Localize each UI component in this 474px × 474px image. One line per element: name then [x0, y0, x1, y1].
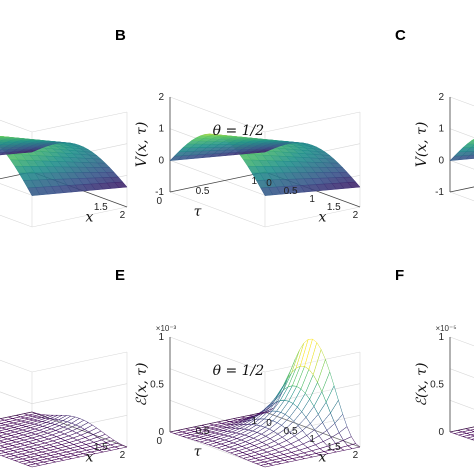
x-tick-label: 1: [309, 434, 315, 445]
grid-line: [169, 96, 361, 133]
panel-a: 1.5 2 x: [0, 111, 128, 228]
x-tick-label: 2: [120, 210, 126, 221]
z-tick-label: 1: [438, 124, 444, 135]
surface: [0, 411, 128, 468]
tau-tick-label: 0: [156, 196, 162, 207]
tau-tick-label: 1: [251, 176, 257, 187]
x-tick-label: 0.5: [284, 186, 298, 197]
surface-facet: [113, 444, 128, 449]
x-tick-label: 1.5: [327, 202, 341, 213]
surface: [169, 133, 361, 196]
tau-tick-label: 0.5: [196, 426, 210, 437]
grid-line: [0, 206, 128, 228]
grid-line: [449, 191, 474, 202]
panel-letter: F: [395, 267, 404, 284]
x-tick-label: 0.5: [284, 426, 298, 437]
panel-letter: E: [115, 267, 125, 284]
x-axis-label: x: [86, 450, 94, 466]
x-tick-label: 1.5: [94, 442, 108, 453]
x-tick-label: 0: [266, 418, 272, 429]
x-tick-label: 1: [309, 194, 315, 205]
z-tick-label: -1: [435, 187, 444, 198]
grid-line: [449, 336, 474, 347]
tau-axis-label: τ: [194, 444, 202, 460]
surface-facet: [347, 181, 361, 189]
surface-facet: [469, 151, 474, 156]
panel-f: 0 0.5 1 ℰ(x, τ) ×10⁻⁵ F: [395, 267, 474, 442]
tau-axis: [449, 186, 474, 193]
z-axis-label: V(x, τ): [414, 122, 430, 168]
grid-line: [169, 191, 361, 228]
z-tick-label: 0: [438, 427, 444, 438]
z-axis-label: ℰ(x, τ): [134, 363, 150, 407]
grid-lines: [449, 96, 474, 202]
panel-d: 1.5 2 x: [0, 351, 128, 468]
grid-line: [0, 111, 128, 133]
surface: [169, 338, 361, 468]
z-tick-label: 0: [438, 155, 444, 166]
grid-line: [449, 368, 474, 378]
z-tick-label: 0: [158, 427, 164, 438]
tau-axis: [0, 171, 33, 180]
grid-line: [0, 351, 128, 373]
theta-label: θ = 1/2: [213, 363, 265, 379]
grid-line: [169, 336, 361, 373]
z-tick-label: 0: [158, 155, 164, 166]
panel-letter: C: [395, 27, 406, 44]
surface-facet: [114, 181, 128, 189]
z-tick-label: 2: [158, 92, 164, 103]
surface: [449, 426, 474, 441]
surface: [449, 138, 474, 161]
theta-label: θ = 1/2: [213, 123, 265, 139]
panel-letter: B: [115, 27, 126, 44]
x-axis-label: x: [86, 210, 94, 226]
z-tick-label: 0.5: [150, 380, 164, 391]
grid-line: [449, 160, 474, 170]
x-tick-label: 2: [353, 210, 359, 221]
surface-facet: [347, 443, 361, 449]
surface-facet: [470, 138, 474, 141]
grid-line: [449, 96, 474, 107]
surface-facet: [470, 438, 474, 441]
x-tick-label: 2: [120, 450, 126, 461]
panel-c: -1 0 1 2 V(x, τ) C: [395, 27, 474, 202]
x-axis-label: x: [319, 210, 327, 226]
z-tick-label: 1: [158, 332, 164, 343]
tau-axis: [169, 171, 266, 193]
z-tick-label: 0.5: [430, 380, 444, 391]
grid-line: [169, 368, 361, 404]
axes: [449, 97, 474, 193]
tau-tick-label: 0: [156, 436, 162, 447]
x-axis-label: x: [319, 450, 327, 466]
x-tick-label: 0: [266, 178, 272, 189]
grid-lines: [449, 336, 474, 442]
tau-axis-label: τ: [194, 204, 202, 220]
x-tick-label: 1.5: [327, 442, 341, 453]
x-tick-label: 2: [353, 450, 359, 461]
surface: [0, 136, 128, 196]
tau-tick-label: 1: [251, 416, 257, 427]
z-tick-label: -1: [155, 187, 164, 198]
z-axis-label: ℰ(x, τ): [414, 363, 430, 407]
z-exponent: ×10⁻³: [156, 324, 177, 333]
surface-facet: [469, 429, 474, 432]
grid-line: [169, 400, 361, 436]
z-exponent: ×10⁻⁵: [435, 324, 456, 333]
z-tick-label: 1: [158, 124, 164, 135]
tau-tick-label: 0.5: [196, 186, 210, 197]
surface-facet: [466, 140, 474, 145]
z-axis-label: V(x, τ): [134, 122, 150, 168]
x-tick-label: 1.5: [94, 202, 108, 213]
z-tick-label: 1: [438, 332, 444, 343]
grid-line: [0, 383, 128, 404]
z-tick-label: 2: [438, 92, 444, 103]
